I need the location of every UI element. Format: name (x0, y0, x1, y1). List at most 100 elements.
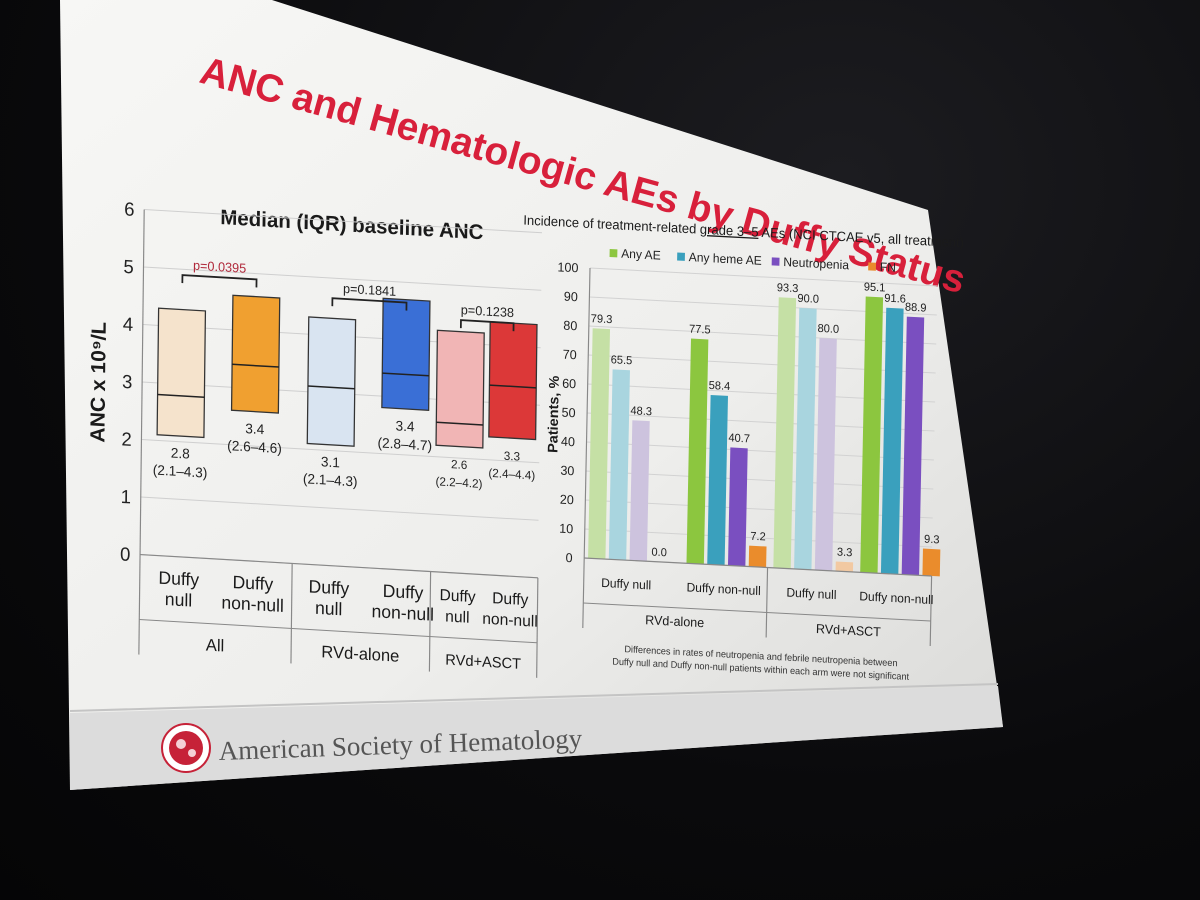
ae-y-tick-label: 70 (563, 346, 577, 362)
ae-bar-value-label: 95.1 (864, 281, 886, 294)
ae-y-tick-label: 50 (561, 404, 575, 420)
anc-p-values: p=0.0395 p=0.1841 p=0.1238 (181, 258, 515, 332)
ae-bar (773, 297, 797, 569)
ae-bar (860, 296, 884, 574)
anc-p-value: p=0.1238 (461, 302, 514, 320)
ae-bar-value-label: 80.0 (817, 323, 839, 336)
ae-legend-swatch (868, 262, 877, 271)
anc-iqr-label: (2.1–4.3) (303, 470, 358, 489)
ae-group-label: RVd-alone (645, 612, 704, 630)
ae-legend-swatch (677, 252, 685, 261)
ae-bar-value-label: 79.3 (591, 313, 613, 326)
anc-box (306, 316, 357, 447)
anc-y-tick-label: 5 (123, 256, 134, 278)
ae-bar-chart: Incidence of treatment-related grade 3–5… (523, 212, 964, 682)
anc-y-axis-line (138, 209, 145, 655)
ae-legend: Any AE Any heme AE Neutropenia FN (609, 246, 896, 275)
anc-p-bracket (181, 274, 258, 288)
anc-box (381, 297, 431, 411)
ae-legend-swatch (609, 249, 618, 258)
ae-x-axis-line (584, 557, 932, 577)
ae-category-label: Duffy non-null (686, 580, 760, 598)
anc-box (435, 329, 485, 449)
ae-legend-label: Neutropenia (783, 255, 849, 273)
anc-group-divider (428, 571, 432, 672)
ae-bar-value-label: 9.3 (924, 533, 940, 546)
anc-group-label: RVd+ASCT (445, 652, 521, 673)
ae-y-tick-label: 40 (561, 433, 575, 449)
ae-bar-value-label: 3.3 (837, 546, 853, 559)
ae-y-tick-label: 10 (559, 520, 573, 536)
anc-y-tick-label: 2 (121, 428, 132, 450)
ae-y-tick-label: 30 (560, 462, 574, 478)
anc-category-label: non-null (221, 592, 284, 616)
anc-iqr-label: (2.2–4.2) (435, 474, 482, 491)
anc-group-divider (536, 577, 539, 678)
anc-group-label: RVd-alone (321, 642, 399, 666)
anc-category-label: null (315, 598, 343, 620)
anc-group-divider (290, 563, 293, 664)
ae-bar (880, 307, 904, 575)
ae-bar (748, 545, 767, 568)
anc-y-tick-labels: 0 1 2 3 4 5 6 (120, 198, 135, 565)
ae-bar (707, 395, 728, 566)
ae-bar (814, 337, 837, 571)
ae-y-tick-label: 20 (560, 491, 574, 507)
ae-legend-label: Any heme AE (689, 250, 762, 268)
anc-median-line (232, 363, 279, 368)
ae-y-tick-label: 0 (565, 550, 572, 566)
ash-logo (161, 723, 211, 773)
anc-p-value: p=0.1841 (343, 281, 396, 299)
ae-category-label: Duffy null (601, 576, 651, 593)
anc-p-bracket (331, 297, 408, 311)
ae-bar-value-label: 0.0 (651, 546, 667, 559)
anc-y-tick-label: 1 (121, 486, 132, 508)
ae-bar-value-label: 48.3 (630, 405, 652, 418)
anc-category-label: non-null (371, 601, 434, 625)
anc-median-label: 3.1 (321, 453, 340, 470)
ae-bar (608, 369, 630, 561)
anc-y-tick-label: 6 (124, 198, 135, 220)
ae-y-tick-label: 100 (557, 259, 578, 275)
ae-title-underlined: grade 3–5 (700, 221, 759, 239)
ae-bar-value-label: 7.2 (750, 531, 766, 544)
anc-group-label: All (206, 635, 225, 655)
ae-bar-value-label: 93.3 (777, 282, 799, 295)
anc-category-label: non-null (482, 610, 538, 630)
anc-median-label: 3.4 (245, 420, 264, 437)
ae-bar-value-label: 77.5 (689, 323, 711, 336)
anc-gridline (141, 439, 540, 464)
ae-group-divider (765, 567, 769, 638)
anc-x-axis: DuffynullDuffynon-nullAllDuffynullDuffyn… (139, 553, 539, 678)
anc-category-label: Duffy (492, 590, 528, 609)
anc-iqr-label: (2.4–4.4) (488, 466, 535, 483)
anc-x-axis-line (140, 553, 538, 579)
ae-x-axis: Duffy null Duffy non-null RVd-alone Duffy n… (583, 557, 934, 647)
anc-median-line (157, 393, 205, 398)
ae-bar (686, 338, 709, 565)
ae-bar-value-label: 40.7 (728, 432, 750, 445)
anc-category-label: Duffy (232, 572, 273, 595)
anc-category-label: Duffy (309, 576, 350, 599)
anc-p-value: p=0.0395 (193, 258, 246, 276)
anc-y-tick-label: 3 (122, 371, 133, 393)
ae-category-label: Duffy null (786, 585, 836, 602)
ae-legend-label: Any AE (621, 246, 661, 262)
anc-category-label: null (165, 589, 193, 611)
ae-bar (901, 316, 925, 576)
ae-bars: 79.3 65.5 48.3 0.0 77.5 58.4 40.7 7.2 93.390.0 80… (588, 281, 941, 577)
ae-bar (922, 548, 941, 577)
ae-bar-value-label: 88.9 (905, 301, 927, 314)
ae-y-tick-label: 90 (564, 288, 578, 304)
anc-box (488, 321, 538, 441)
anc-category-label: Duffy (383, 581, 424, 604)
anc-iqr-label: (2.1–4.3) (153, 461, 208, 480)
anc-gridline (140, 496, 539, 521)
ae-group-label: RVd+ASCT (816, 621, 881, 640)
anc-category-label: Duffy (158, 567, 199, 590)
ae-bar-value-label: 90.0 (797, 293, 819, 306)
ae-category-label: Duffy non-null (859, 589, 933, 607)
anc-median-label: 3.3 (504, 449, 521, 464)
anc-y-tick-label: 0 (120, 543, 131, 565)
